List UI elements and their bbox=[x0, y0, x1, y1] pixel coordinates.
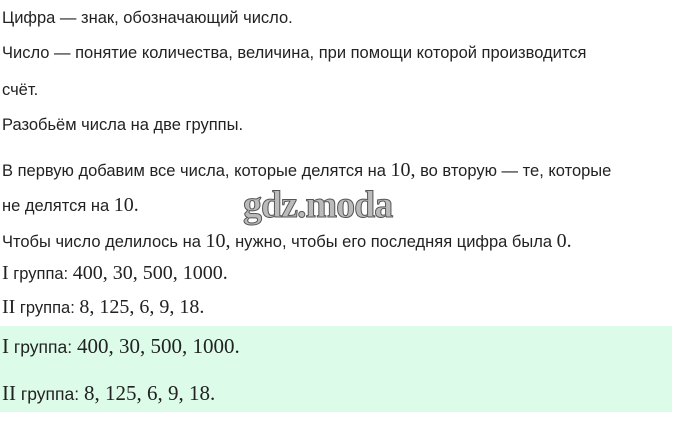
math: 10. bbox=[113, 194, 139, 216]
values: 400, 30, 500, 1000. bbox=[76, 334, 240, 358]
label: группа: bbox=[8, 265, 73, 283]
text: нужно, чтобы его последняя цифра была bbox=[230, 233, 557, 251]
math: 10, bbox=[390, 159, 416, 181]
split-text: Разобьём числа на две группы. bbox=[2, 116, 244, 134]
definition-digit: Цифра — знак, обозначающий число. bbox=[2, 9, 293, 27]
math: 0. bbox=[556, 230, 572, 252]
roman: I bbox=[2, 262, 9, 284]
values: 8, 125, 6, 9, 18. bbox=[79, 296, 205, 318]
text: В первую добавим все числа, которые деля… bbox=[2, 162, 391, 180]
answer-group-1: I группа: 400, 30, 500, 1000. bbox=[2, 334, 240, 358]
answer-box bbox=[0, 326, 672, 412]
text: во вторую — те, которые bbox=[415, 162, 612, 180]
rule-text: В первую добавим все числа, которые деля… bbox=[2, 160, 611, 181]
watermark-logo: gdz.moda bbox=[242, 184, 393, 226]
math: 10, bbox=[205, 230, 231, 252]
label: группа: bbox=[16, 384, 84, 404]
roman: II bbox=[2, 381, 16, 405]
rule-text-cont: не делятся на 10. bbox=[2, 195, 139, 216]
group-1: I группа: 400, 30, 500, 1000. bbox=[2, 263, 228, 284]
label: группа: bbox=[15, 299, 80, 317]
label: группа: bbox=[9, 337, 77, 357]
values: 8, 125, 6, 9, 18. bbox=[83, 381, 216, 405]
roman: II bbox=[2, 296, 16, 318]
roman: I bbox=[2, 334, 9, 358]
group-2: II группа: 8, 125, 6, 9, 18. bbox=[2, 297, 204, 318]
text: Чтобы число делилось на bbox=[2, 233, 206, 251]
answer-group-2: II группа: 8, 125, 6, 9, 18. bbox=[2, 381, 216, 405]
text: не делятся на bbox=[2, 197, 114, 215]
values: 400, 30, 500, 1000. bbox=[72, 262, 228, 284]
divisibility-text: Чтобы число делилось на 10, нужно, чтобы… bbox=[2, 231, 572, 252]
definition-number: Число — понятие количества, величина, пр… bbox=[2, 44, 587, 62]
definition-number-cont: счёт. bbox=[2, 81, 39, 99]
